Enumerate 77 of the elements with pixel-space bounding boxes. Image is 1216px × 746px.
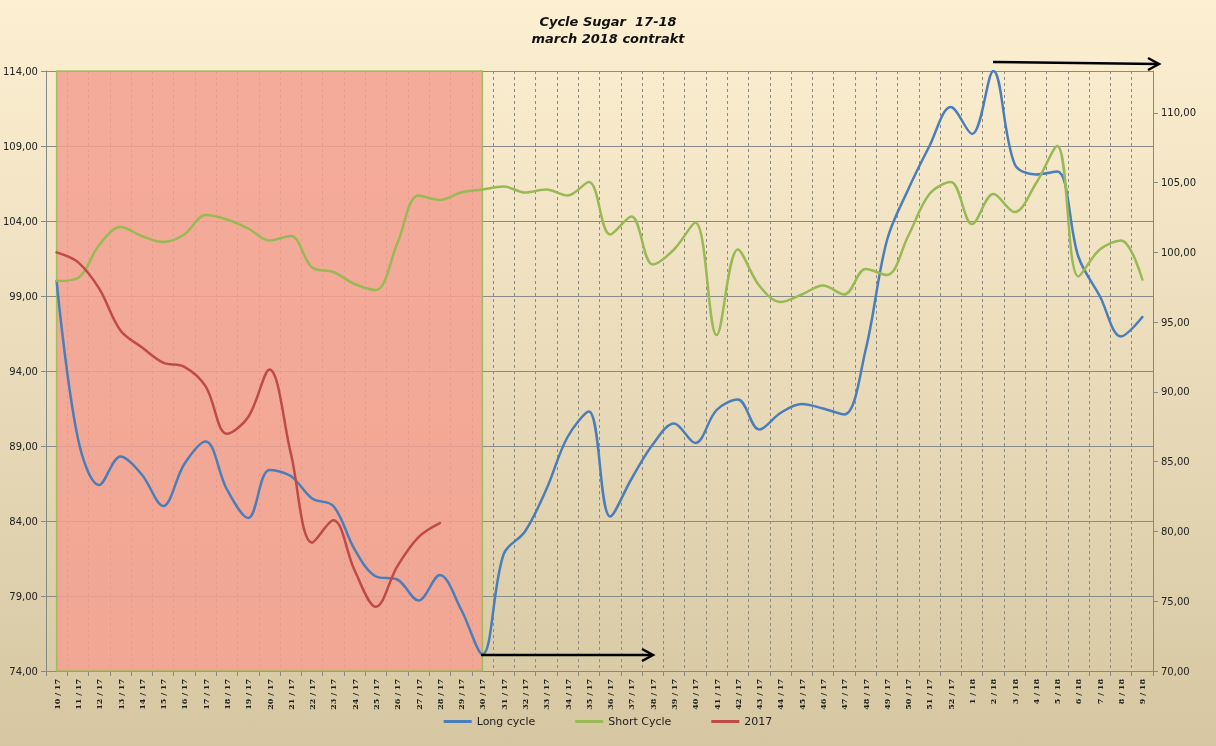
x-tick-label: 40 / 17: [690, 679, 701, 710]
x-tick-label: 15 / 17: [158, 679, 169, 710]
x-tick-label: 16 / 17: [179, 679, 190, 710]
x-tick-label: 14 / 17: [136, 679, 147, 710]
x-tick-label: 17 / 17: [200, 679, 211, 710]
x-tick-label: 38 / 17: [647, 679, 658, 710]
x-tick-label: 24 / 17: [349, 679, 360, 710]
x-tick-label: 3 / 18: [1009, 678, 1020, 705]
y-tick-label: 104,00: [2, 215, 38, 227]
x-tick-label: 5 / 18: [1052, 678, 1063, 705]
x-tick-label: 50 / 17: [903, 679, 914, 710]
x-tick-label: 48 / 17: [860, 679, 871, 710]
x-tick-label: 42 / 17: [732, 679, 743, 710]
y-tick-label: 94,00: [9, 365, 38, 377]
x-tick-label: 37 / 17: [626, 679, 637, 710]
y2-tick-label: 110,00: [1161, 107, 1196, 119]
x-tick-label: 44 / 17: [775, 679, 786, 710]
x-tick-label: 12 / 17: [94, 679, 105, 710]
x-tick-label: 20 / 17: [264, 679, 275, 710]
y2-tick-label: 95,00: [1161, 316, 1190, 328]
line-series: [55, 69, 1144, 656]
y2-tick-label: 90,00: [1161, 386, 1190, 398]
x-tick-label: 23 / 17: [328, 679, 339, 710]
y2-tick-label: 85,00: [1161, 456, 1190, 468]
x-tick-label: 35 / 17: [583, 679, 594, 710]
x-tick-label: 19 / 17: [243, 679, 254, 710]
x-tick-label: 33 / 17: [541, 679, 552, 710]
line-series: [55, 251, 442, 609]
y-tick-label: 109,00: [2, 140, 38, 152]
y-tick-label: 74,00: [9, 665, 38, 677]
legend-label: Short Cycle: [608, 715, 672, 728]
x-tick-label: 11 / 17: [72, 679, 83, 710]
legend-label: 2017: [744, 715, 773, 728]
x-tick-label: 34 / 17: [562, 679, 573, 710]
x-tick-label: 27 / 17: [413, 679, 424, 710]
x-tick-label: 26 / 17: [392, 679, 403, 710]
x-tick-label: 41 / 17: [711, 679, 722, 710]
chart-title: Cycle Sugar 17-18: [539, 14, 677, 29]
y-tick-label: 89,00: [9, 440, 38, 452]
x-tick-label: 8 / 18: [1116, 678, 1127, 705]
legend-label: Long cycle: [476, 715, 536, 728]
x-tick-label: 7 / 18: [1094, 678, 1105, 705]
x-tick-label: 25 / 17: [370, 679, 381, 710]
y-tick-label: 84,00: [9, 515, 38, 527]
chart-subtitle: march 2018 contrakt: [531, 31, 686, 46]
x-tick-label: 43 / 17: [754, 679, 765, 710]
x-tick-label: 31 / 17: [498, 679, 509, 710]
x-tick-label: 28 / 17: [434, 679, 445, 710]
x-tick-label: 4 / 18: [1030, 678, 1041, 705]
x-tick-label: 2 / 18: [988, 678, 999, 705]
x-tick-label: 36 / 17: [605, 679, 616, 710]
x-tick-label: 21 / 17: [285, 679, 296, 710]
x-tick-label: 39 / 17: [669, 679, 680, 710]
y2-tick-label: 80,00: [1161, 525, 1190, 537]
x-tick-label: 13 / 17: [115, 679, 126, 710]
x-tick-label: 29 / 17: [456, 679, 467, 710]
y2-tick-label: 75,00: [1161, 595, 1190, 607]
x-tick-label: 47 / 17: [839, 679, 850, 710]
y-tick-label: 114,00: [2, 65, 38, 77]
x-tick-label: 51 / 17: [924, 679, 935, 710]
x-tick-label: 30 / 17: [477, 679, 488, 710]
y-tick-label: 99,00: [9, 290, 38, 302]
x-tick-label: 10 / 17: [51, 679, 62, 710]
x-tick-label: 46 / 17: [818, 679, 829, 710]
x-tick-label: 1 / 18: [967, 678, 978, 705]
y2-tick-label: 70,00: [1161, 665, 1190, 677]
y-tick-label: 79,00: [9, 590, 38, 602]
x-tick-label: 9 / 18: [1137, 678, 1148, 705]
x-tick-label: 49 / 17: [881, 679, 892, 710]
y2-tick-label: 105,00: [1161, 177, 1196, 189]
x-tick-label: 45 / 17: [796, 679, 807, 710]
y2-tick-label: 100,00: [1161, 246, 1196, 258]
x-tick-label: 52 / 17: [945, 679, 956, 710]
x-tick-label: 18 / 17: [221, 679, 232, 710]
x-tick-label: 22 / 17: [307, 679, 318, 710]
x-tick-label: 32 / 17: [519, 679, 530, 710]
x-tick-label: 6 / 18: [1073, 678, 1084, 705]
